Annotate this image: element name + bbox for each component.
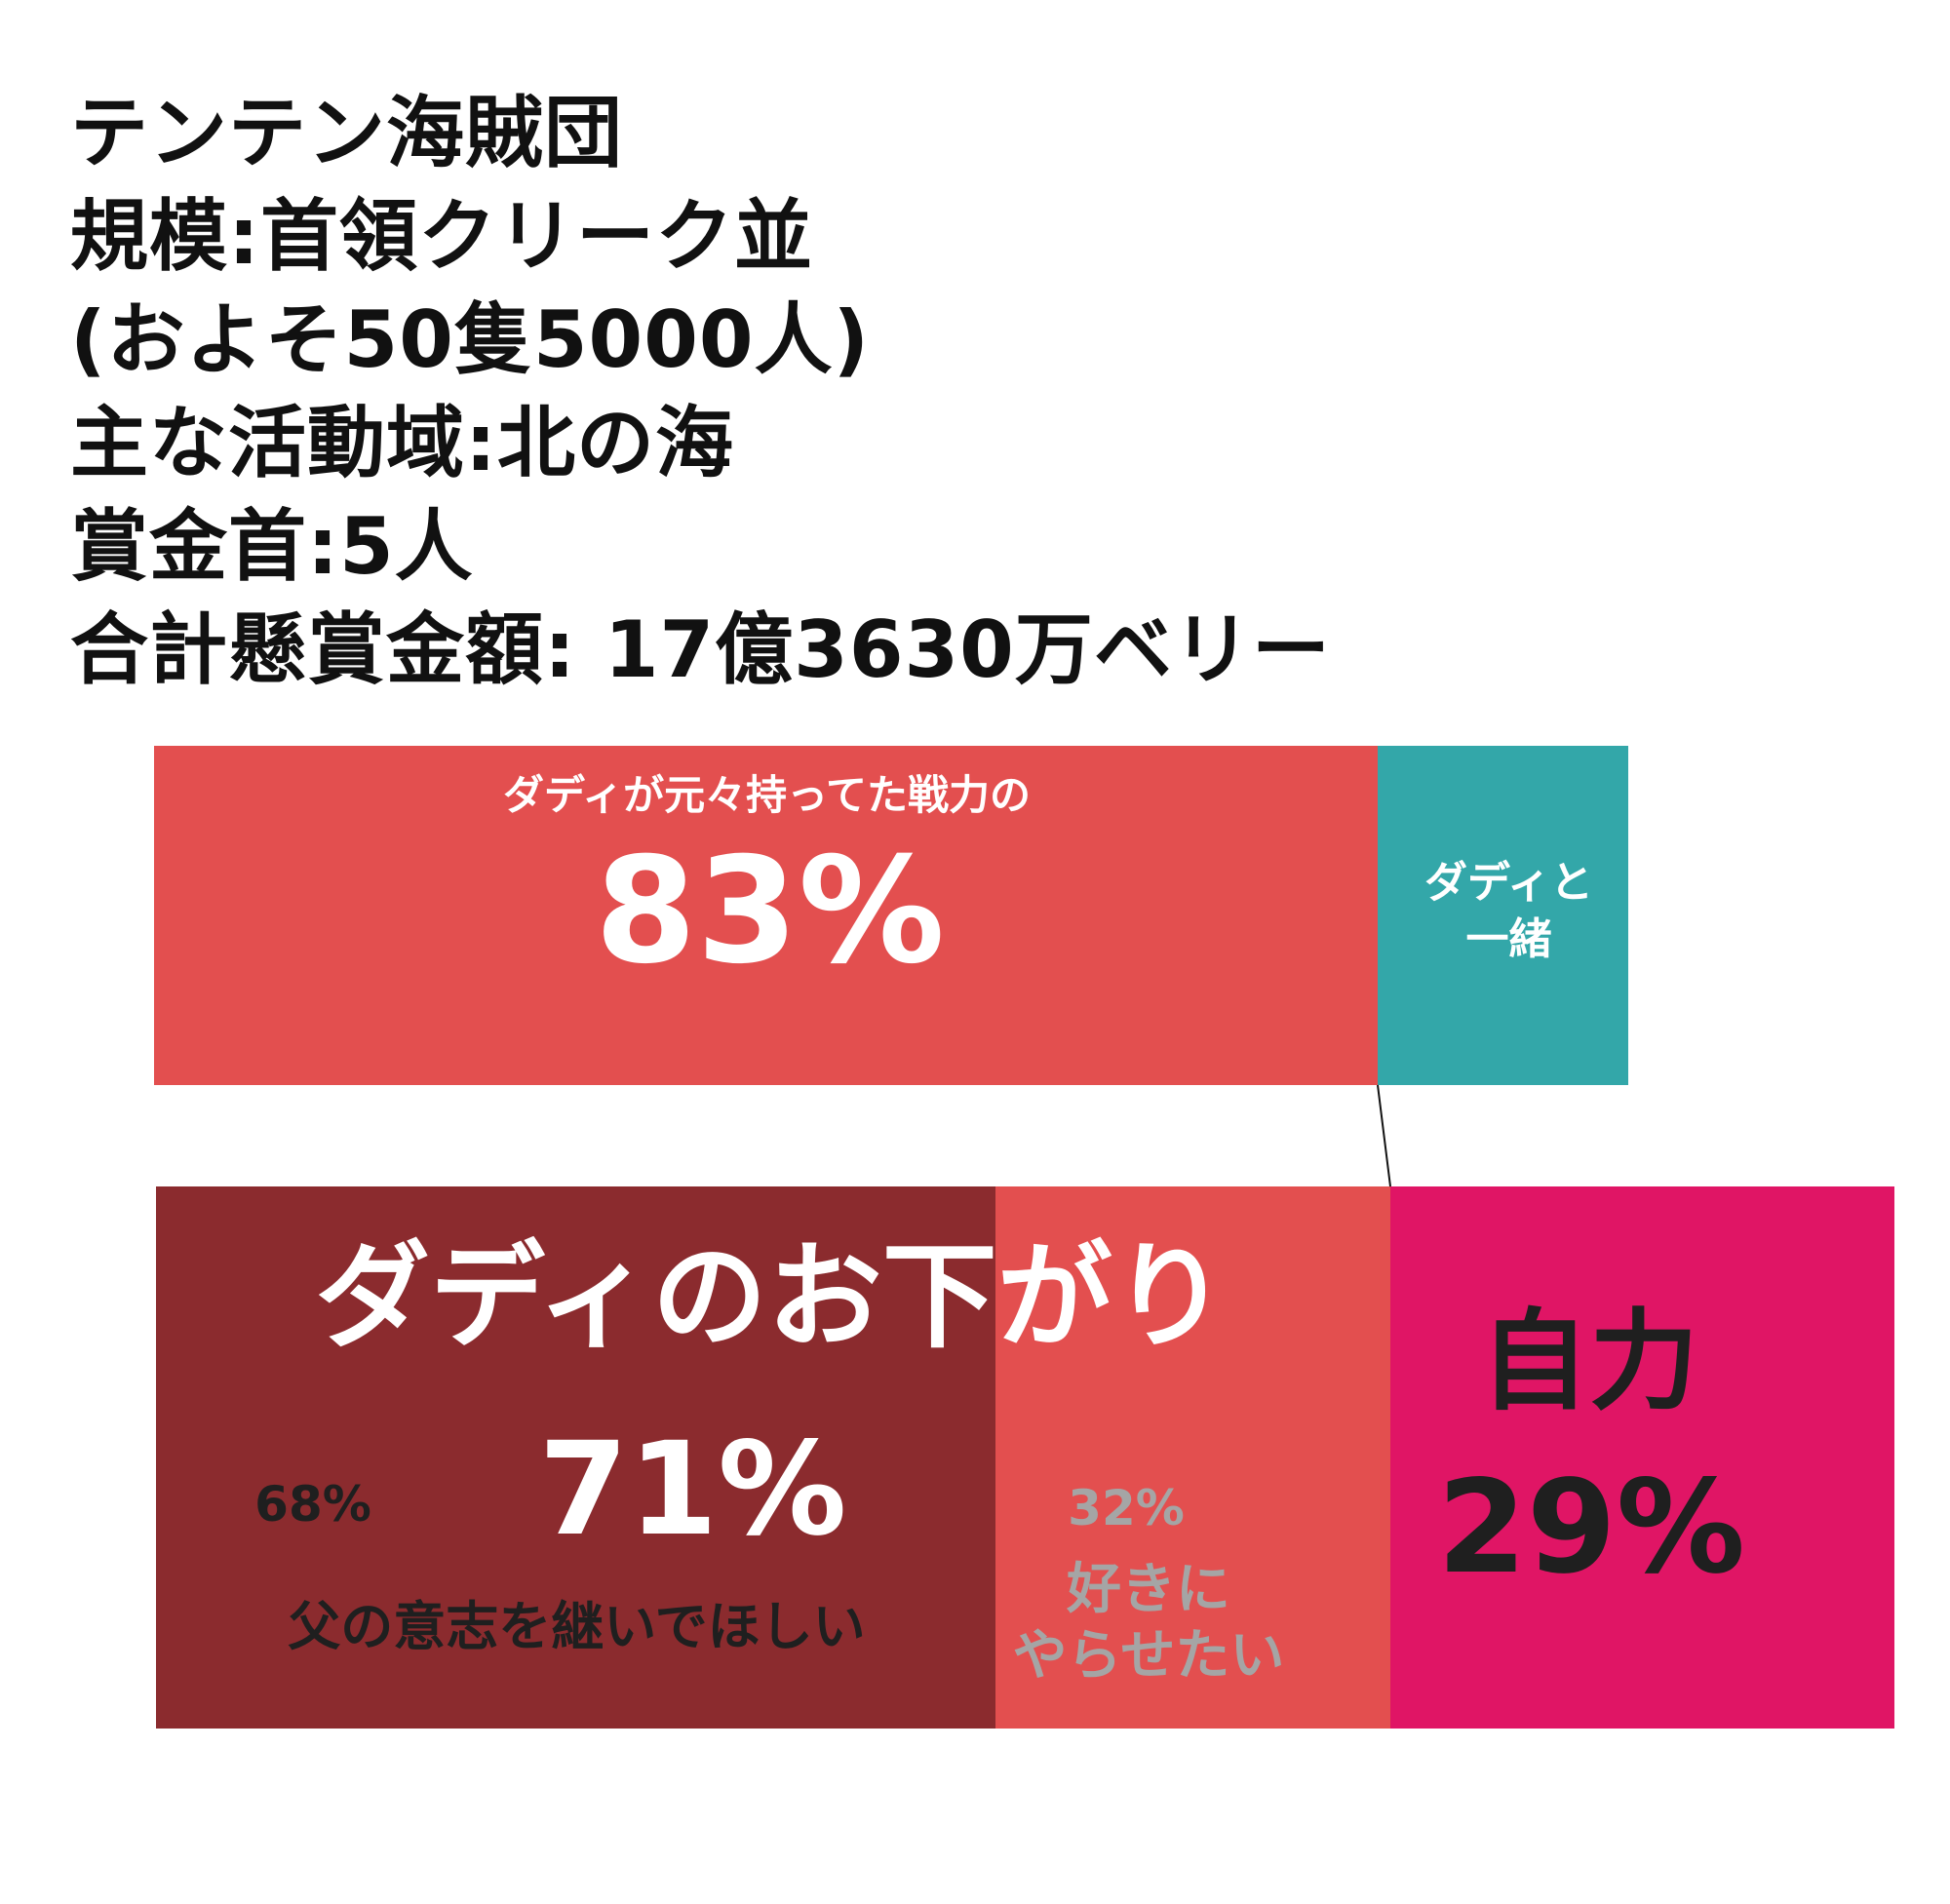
connector-line: [1377, 1084, 1391, 1187]
fleet-size-line: (およそ50隻5000人): [70, 294, 871, 385]
bottom-bar-value-32: 32%: [1068, 1480, 1185, 1536]
bottom-bar-segment-free-will: [995, 1186, 1390, 1729]
bottom-bar-segment-inherit-will: [156, 1186, 995, 1729]
top-bar-label-with-daddy: ダディと 一緒: [1424, 858, 1593, 964]
bottom-bar-value-68: 68%: [254, 1476, 371, 1533]
top-bar-segment-2: [1378, 746, 1628, 1085]
top-bar-segment-1: [154, 746, 1378, 1085]
scale-line: 規模:首領クリーク並: [70, 191, 813, 282]
bottom-bar-label-inherit-will: 父の意志を継いでほしい: [288, 1596, 866, 1657]
pirate-group-name: テンテン海賊団: [70, 88, 623, 178]
bottom-bar-value-71: 71%: [538, 1415, 847, 1565]
total-bounty-line: 合計懸賞金額: 17億3630万ベリー: [70, 604, 1331, 695]
bounty-count-line: 賞金首:5人: [70, 501, 474, 592]
bottom-bar-label-hand-me-down: ダディのお下がり: [315, 1229, 1228, 1364]
top-bar-value-83: 83%: [594, 827, 946, 996]
bottom-bar-segment-self: [1390, 1186, 1894, 1729]
bottom-bar-value-29: 29%: [1437, 1453, 1745, 1603]
bottom-bar-label-self: 自力: [1480, 1299, 1698, 1425]
top-bar-label-original-strength: ダディが元々持ってた戦力の: [503, 771, 1031, 819]
bottom-bar-label-free-will: 好きに やらせたい: [1012, 1558, 1285, 1688]
info-text-block: テンテン海賊団 規模:首領クリーク並 (およそ50隻5000人) 主な活動域:北…: [70, 82, 1331, 702]
activity-area-line: 主な活動域:北の海: [70, 398, 734, 488]
